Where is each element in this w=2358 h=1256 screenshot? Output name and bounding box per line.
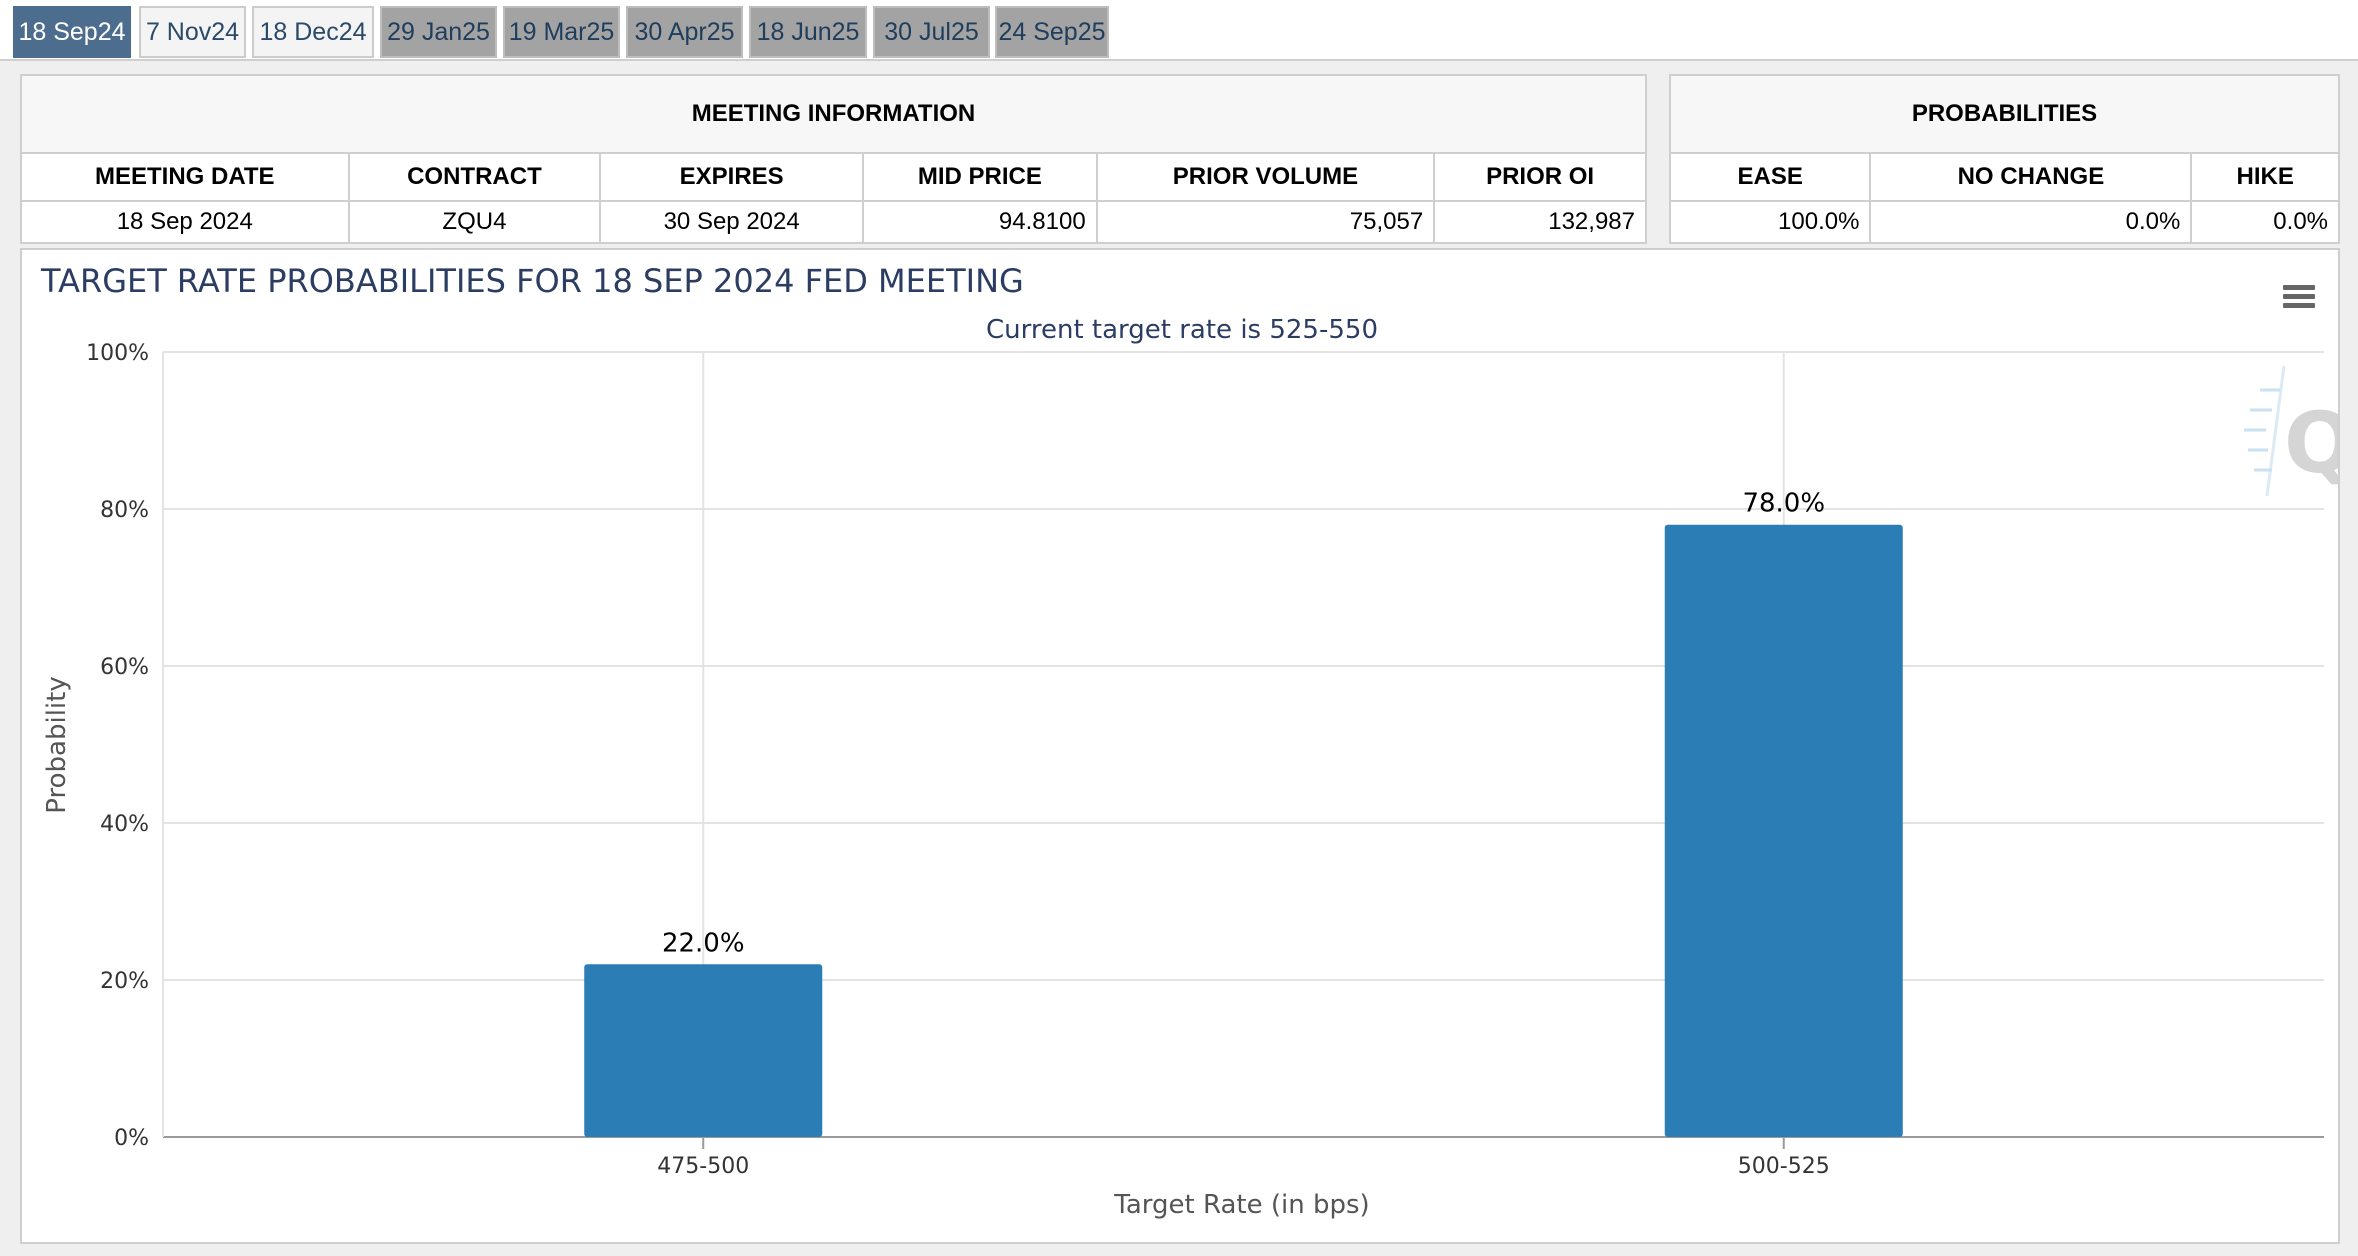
tab-7-nov24[interactable]: 7 Nov24 — [139, 6, 246, 58]
hamburger-menu-icon — [2283, 285, 2315, 290]
chart-panel: TARGET RATE PROBABILITIES FOR 18 SEP 202… — [20, 248, 2340, 1244]
chart-menu-button[interactable] — [2277, 280, 2317, 316]
tab-30-apr25[interactable]: 30 Apr25 — [626, 6, 743, 58]
tab-18-sep24[interactable]: 18 Sep24 — [13, 6, 131, 58]
meeting-date-value: 18 Sep 2024 — [20, 200, 350, 244]
tab-29-jan25[interactable]: 29 Jan25 — [380, 6, 497, 58]
table-row: 100.0% 0.0% 0.0% — [1668, 200, 2340, 244]
y-axis-label: Probability — [42, 676, 72, 813]
y-tick-label: 40% — [100, 812, 149, 837]
expires-value: 30 Sep 2024 — [599, 200, 864, 244]
y-tick-label: 20% — [100, 969, 149, 994]
y-tick-label: 60% — [100, 655, 149, 680]
y-axis-ticks: 0% 20% 40% 60% 80% 100% — [86, 341, 149, 1151]
bar-475-500[interactable] — [584, 964, 823, 1137]
chart-subtitle: Current target rate is 525-550 — [986, 315, 1378, 345]
chart-title: TARGET RATE PROBABILITIES FOR 18 SEP 202… — [40, 262, 1024, 300]
meeting-tabs: 18 Sep24 7 Nov24 18 Dec24 29 Jan25 19 Ma… — [0, 0, 2358, 61]
probabilities-table: PROBABILITIES EASE NO CHANGE HIKE 100.0%… — [1668, 74, 2340, 244]
chart-grid — [162, 351, 2324, 1138]
tab-19-mar25[interactable]: 19 Mar25 — [503, 6, 620, 58]
q-logo-icon: Q — [2244, 365, 2338, 497]
x-axis-label: Target Rate (in bps) — [1113, 1190, 1369, 1220]
x-axis-ticks: 475-500 500-525 — [657, 1137, 1830, 1179]
tab-30-jul25[interactable]: 30 Jul25 — [873, 6, 990, 58]
prior-oi-value: 132,987 — [1433, 200, 1647, 244]
bar-chart: TARGET RATE PROBABILITIES FOR 18 SEP 202… — [40, 262, 2338, 1220]
header-meeting-date: MEETING DATE — [20, 152, 350, 202]
meeting-information-title: MEETING INFORMATION — [20, 74, 1647, 154]
y-tick-label: 80% — [100, 498, 149, 523]
header-contract: CONTRACT — [347, 152, 602, 202]
data-label: 78.0% — [1742, 489, 1825, 519]
prior-volume-value: 75,057 — [1095, 200, 1436, 244]
header-expires: EXPIRES — [599, 152, 864, 202]
svg-text:Q: Q — [2284, 394, 2338, 492]
header-prior-volume: PRIOR VOLUME — [1095, 152, 1436, 202]
y-tick-label: 0% — [114, 1126, 149, 1151]
x-tick-label: 500-525 — [1738, 1154, 1830, 1179]
table-row: 18 Sep 2024 ZQU4 30 Sep 2024 94.8100 75,… — [20, 200, 1647, 244]
tab-18-dec24[interactable]: 18 Dec24 — [252, 6, 374, 58]
bar-500-525[interactable] — [1664, 524, 1903, 1137]
chart-bars: 22.0% 78.0% — [584, 489, 1903, 1137]
mid-price-value: 94.8100 — [861, 200, 1098, 244]
tab-18-jun25[interactable]: 18 Jun25 — [749, 6, 867, 58]
x-tick-label: 475-500 — [657, 1154, 749, 1179]
tab-24-sep25[interactable]: 24 Sep25 — [995, 6, 1109, 58]
no-change-value: 0.0% — [1869, 200, 2193, 244]
contract-value: ZQU4 — [347, 200, 602, 244]
probabilities-title: PROBABILITIES — [1669, 74, 2340, 154]
header-prior-oi: PRIOR OI — [1433, 152, 1647, 202]
header-no-change: NO CHANGE — [1869, 152, 2193, 202]
header-hike: HIKE — [2190, 152, 2340, 202]
meeting-information-table: MEETING INFORMATION MEETING DATE CONTRAC… — [20, 74, 1647, 244]
y-tick-label: 100% — [86, 341, 149, 366]
header-mid-price: MID PRICE — [861, 152, 1098, 202]
ease-value: 100.0% — [1668, 200, 1872, 244]
hike-value: 0.0% — [2190, 200, 2340, 244]
header-ease: EASE — [1668, 152, 1872, 202]
data-label: 22.0% — [662, 928, 745, 958]
